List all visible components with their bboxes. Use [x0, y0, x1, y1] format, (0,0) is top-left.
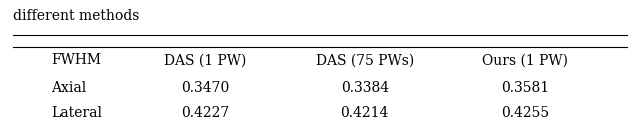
Text: Lateral: Lateral	[51, 106, 102, 120]
Text: different methods: different methods	[13, 9, 139, 23]
Text: 0.4227: 0.4227	[180, 106, 229, 120]
Text: 0.3470: 0.3470	[180, 81, 229, 95]
Text: DAS (1 PW): DAS (1 PW)	[164, 53, 246, 68]
Text: Axial: Axial	[51, 81, 86, 95]
Text: Ours (1 PW): Ours (1 PW)	[482, 53, 568, 68]
Text: 0.4255: 0.4255	[500, 106, 549, 120]
Text: FWHM: FWHM	[51, 53, 101, 68]
Text: 0.3581: 0.3581	[500, 81, 549, 95]
Text: 0.4214: 0.4214	[340, 106, 389, 120]
Text: 0.3384: 0.3384	[340, 81, 389, 95]
Text: DAS (75 PWs): DAS (75 PWs)	[316, 53, 414, 68]
